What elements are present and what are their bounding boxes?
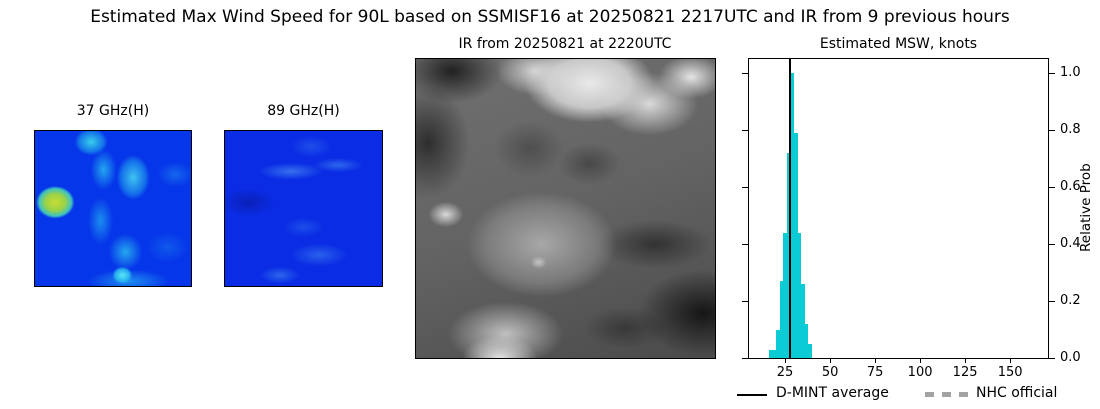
histogram-bar (797, 232, 802, 358)
histogram-bar (776, 329, 780, 358)
x-axis-tick (965, 359, 967, 363)
histogram-bar (768, 349, 773, 358)
x-axis-tick (785, 359, 786, 363)
y-axis-tick-label: 0.4 (1060, 236, 1081, 252)
y-axis-tick-left (742, 301, 748, 302)
y-axis-tick-right (1049, 358, 1055, 359)
dmint-average-line (789, 59, 792, 358)
legend-nhc-dash-sample (925, 392, 969, 397)
histogram-bar (790, 73, 794, 358)
y-axis-tick-right (1049, 130, 1055, 132)
legend-dmint-label: D-MINT average (776, 385, 889, 401)
mw-89ghz-image (224, 130, 383, 287)
y-axis-tick-label: 0.6 (1060, 179, 1081, 195)
y-axis-tick-left (742, 244, 748, 246)
y-axis-tick-left (742, 130, 748, 132)
x-axis-tick (830, 359, 832, 363)
y-axis-tick-label: 1.0 (1060, 65, 1081, 81)
figure-title: Estimated Max Wind Speed for 90L based o… (90, 7, 1010, 27)
x-axis-tick (875, 359, 877, 363)
histogram-bar (801, 284, 805, 358)
y-axis-tick-left (742, 73, 748, 75)
y-axis-tick-left (742, 187, 748, 189)
histogram-bar (779, 281, 784, 358)
mw-89ghz-label: 89 GHz(H) (267, 103, 340, 119)
legend-nhc-label: NHC official (976, 385, 1058, 401)
y-axis-tick-right (1049, 244, 1055, 246)
y-axis-tick-label: 0.0 (1060, 350, 1081, 365)
histogram-bar (772, 349, 776, 358)
ir-satellite-image (415, 58, 716, 359)
y-axis-tick-right (1049, 187, 1055, 189)
y-axis-tick-right (1049, 301, 1055, 302)
x-axis-tick (1010, 359, 1012, 363)
x-axis-tick-label: 50 (821, 365, 839, 380)
histogram-bar (808, 343, 812, 358)
histogram-bar (786, 153, 791, 358)
x-axis-tick-label: 25 (776, 365, 794, 380)
mw-37ghz-label: 37 GHz(H) (76, 103, 150, 119)
y-axis-tick-label: 0.8 (1060, 122, 1081, 138)
histogram-bar (783, 232, 787, 358)
mw-37ghz-image (34, 130, 192, 287)
y-axis-title: Relative Prob (1078, 163, 1094, 253)
legend-dmint-line-sample (737, 394, 767, 396)
histogram-plot: 25 50 75 100 125 150 0.0 0.2 0.4 0.6 0.8 1.0 (742, 58, 1081, 380)
y-axis-tick-right (1049, 73, 1055, 75)
histogram-title: Estimated MSW, knots (819, 36, 978, 52)
x-axis-tick-label: 125 (952, 365, 978, 380)
ir-image-title: IR from 20250821 at 2220UTC (458, 36, 672, 52)
x-axis-tick-label: 75 (866, 365, 884, 380)
x-axis-tick (920, 359, 922, 363)
x-axis-tick-label: 100 (907, 365, 933, 380)
y-axis-tick-left (742, 358, 748, 359)
histogram-bar (794, 133, 798, 358)
histogram-bar (804, 323, 809, 358)
y-axis-tick-label: 0.2 (1060, 293, 1081, 308)
x-axis-tick-label: 150 (997, 365, 1023, 380)
